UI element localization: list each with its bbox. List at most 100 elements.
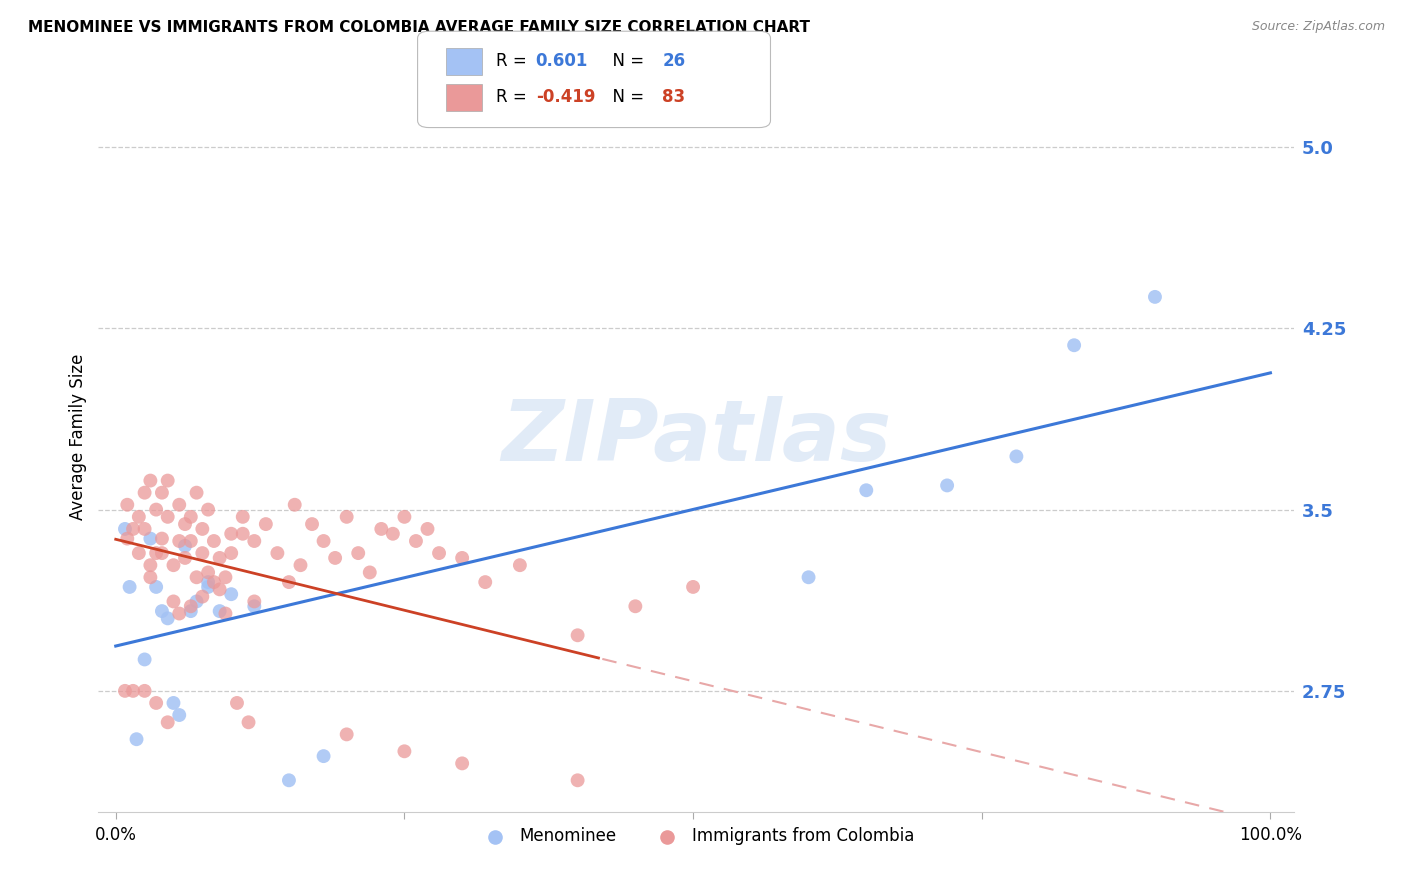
Point [150,532,173,546]
Point [145,696,167,710]
Point [394,509,416,524]
Point [208,604,231,618]
Point [682,580,704,594]
Point [197,580,219,594]
Point [150,604,173,618]
Point [243,599,266,614]
Text: R =: R = [496,53,533,70]
Point [266,546,288,560]
Point [134,652,156,666]
Point [167,708,190,723]
Point [451,756,474,771]
Y-axis label: Average Family Size: Average Family Size [69,354,87,520]
Point [797,570,820,584]
Text: 0.601: 0.601 [536,53,588,70]
Point [180,509,202,524]
Text: 26: 26 [662,53,685,70]
Point [117,532,139,546]
Point [197,575,219,590]
Point [1143,290,1166,304]
Point [117,498,139,512]
Point [243,594,266,608]
Point [567,628,589,642]
Point [1143,829,1166,843]
Point [191,590,214,604]
Point [114,522,136,536]
Point [284,498,307,512]
Point [202,575,225,590]
Point [167,498,190,512]
Point [167,534,190,549]
Point [150,485,173,500]
Point [936,478,959,492]
Point [197,502,219,516]
Point [125,732,148,747]
Text: R =: R = [496,88,533,106]
Point [405,534,427,549]
Point [139,474,162,488]
Point [162,558,184,573]
Point [156,509,179,524]
Point [1028,836,1050,850]
Point [312,534,335,549]
Point [359,566,381,580]
Point [278,773,301,788]
Point [243,534,266,549]
Legend: Menominee, Immigrants from Colombia: Menominee, Immigrants from Colombia [471,821,921,852]
Point [180,534,202,549]
Text: 83: 83 [662,88,685,106]
Point [180,604,202,618]
Text: MENOMINEE VS IMMIGRANTS FROM COLOMBIA AVERAGE FAMILY SIZE CORRELATION CHART: MENOMINEE VS IMMIGRANTS FROM COLOMBIA AV… [28,20,810,35]
Point [191,522,214,536]
Point [226,696,249,710]
Text: Source: ZipAtlas.com: Source: ZipAtlas.com [1251,20,1385,33]
Text: ZIPatlas: ZIPatlas [501,395,891,479]
Point [114,684,136,698]
Point [451,550,474,565]
Point [301,517,323,532]
Point [254,517,277,532]
Point [186,594,208,608]
Point [474,575,496,590]
Point [139,558,162,573]
Point [1005,450,1028,464]
Point [1063,338,1085,352]
Point [202,534,225,549]
Point [191,546,214,560]
Text: N =: N = [602,88,650,106]
Point [186,570,208,584]
Point [156,611,179,625]
Point [145,546,167,560]
Point [214,570,236,584]
Point [128,509,150,524]
Point [427,546,450,560]
Point [139,532,162,546]
Point [145,502,167,516]
Point [347,546,370,560]
Point [118,580,141,594]
Point [624,599,647,614]
Point [323,550,346,565]
Text: -0.419: -0.419 [536,88,595,106]
Point [336,509,359,524]
Point [278,575,301,590]
Point [162,696,184,710]
Point [509,558,531,573]
Point [174,550,197,565]
Point [416,522,439,536]
Point [336,727,359,741]
Point [208,582,231,597]
Point [167,607,190,621]
Point [134,522,156,536]
Point [174,539,197,553]
Point [180,599,202,614]
Text: N =: N = [602,53,650,70]
Point [219,546,242,560]
Point [214,607,236,621]
Point [751,812,773,826]
Point [174,517,197,532]
Point [370,522,392,536]
Point [232,509,254,524]
Point [381,526,404,541]
Point [312,749,335,764]
